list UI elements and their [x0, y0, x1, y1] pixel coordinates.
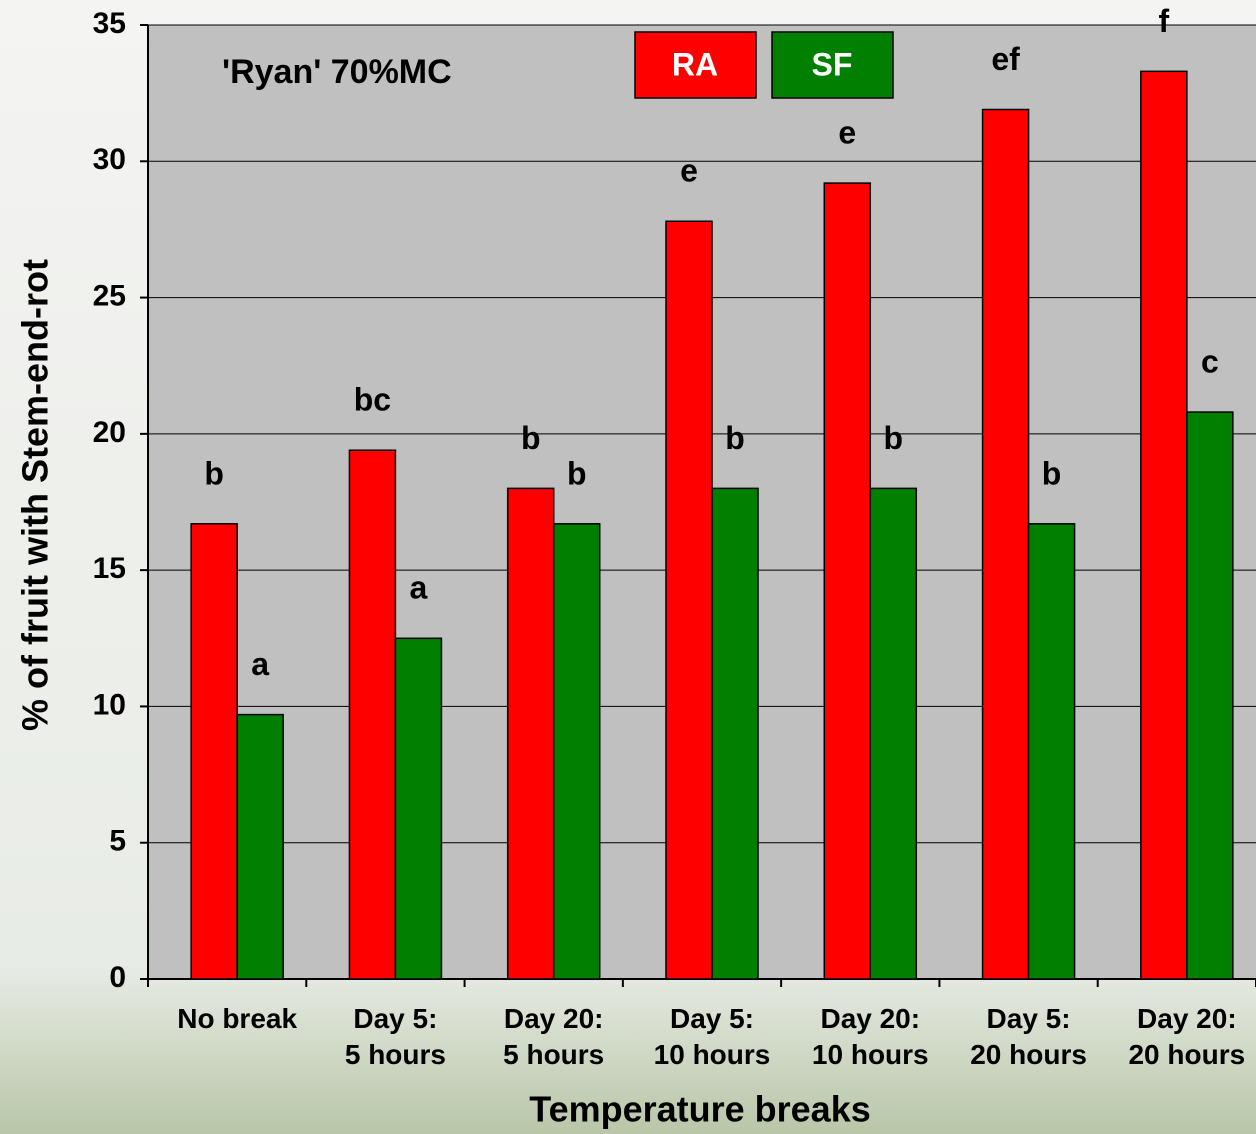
bar	[1027, 523, 1076, 980]
y-tick-label: 5	[109, 825, 126, 858]
x-tick-label: Day 20: 20 hours	[1128, 1003, 1246, 1070]
x-tick-label: Day 5: 5 hours	[344, 1003, 446, 1070]
legend-label: RA	[672, 46, 718, 82]
significance-letter: b	[521, 420, 541, 456]
bar	[711, 487, 759, 980]
significance-letter: a	[251, 646, 269, 682]
bar	[869, 487, 918, 980]
significance-letter: bc	[354, 382, 391, 418]
significance-letter: e	[680, 153, 698, 189]
y-tick-label: 10	[93, 688, 126, 721]
bar	[823, 182, 872, 980]
bar	[190, 523, 238, 980]
bar	[665, 220, 713, 980]
y-tick-label: 25	[93, 279, 126, 312]
significance-letter: e	[838, 115, 856, 151]
bar	[394, 637, 443, 980]
y-tick-label: 15	[93, 552, 126, 585]
significance-letter: b	[204, 455, 224, 491]
significance-letter: b	[884, 420, 904, 456]
x-tick-label: Day 5: 10 hours	[653, 1003, 771, 1070]
y-tick-label: 0	[109, 961, 126, 994]
significance-letter: b	[1042, 455, 1062, 491]
bar	[1140, 70, 1188, 980]
bar	[981, 108, 1030, 980]
y-axis-label: % of fruit with Stem-end-rot	[15, 259, 56, 731]
y-tick-label: 35	[93, 7, 126, 40]
significance-letter: c	[1201, 344, 1219, 380]
bar	[1186, 411, 1234, 980]
bar	[552, 523, 601, 980]
chart-title: 'Ryan' 70%MC	[222, 53, 452, 91]
significance-letter: ef	[991, 41, 1020, 77]
x-tick-label: Day 5: 20 hours	[970, 1003, 1087, 1070]
bar	[506, 487, 555, 980]
legend-label: SF	[812, 46, 853, 82]
significance-letter: b	[725, 420, 745, 456]
y-tick-label: 20	[93, 416, 126, 449]
significance-letter: b	[567, 455, 587, 491]
significance-letter: f	[1159, 3, 1170, 39]
x-tick-label: Day 20: 5 hours	[503, 1003, 605, 1070]
x-tick-label: Day 20: 10 hours	[811, 1003, 929, 1070]
x-axis-label: Temperature breaks	[529, 1089, 871, 1130]
bar	[236, 713, 284, 980]
bar	[348, 449, 397, 980]
legend-swatch	[634, 31, 757, 99]
legend-swatch	[771, 31, 894, 99]
y-tick-label: 30	[93, 143, 126, 176]
x-tick-label: No break	[177, 1003, 298, 1034]
significance-letter: a	[410, 570, 428, 606]
